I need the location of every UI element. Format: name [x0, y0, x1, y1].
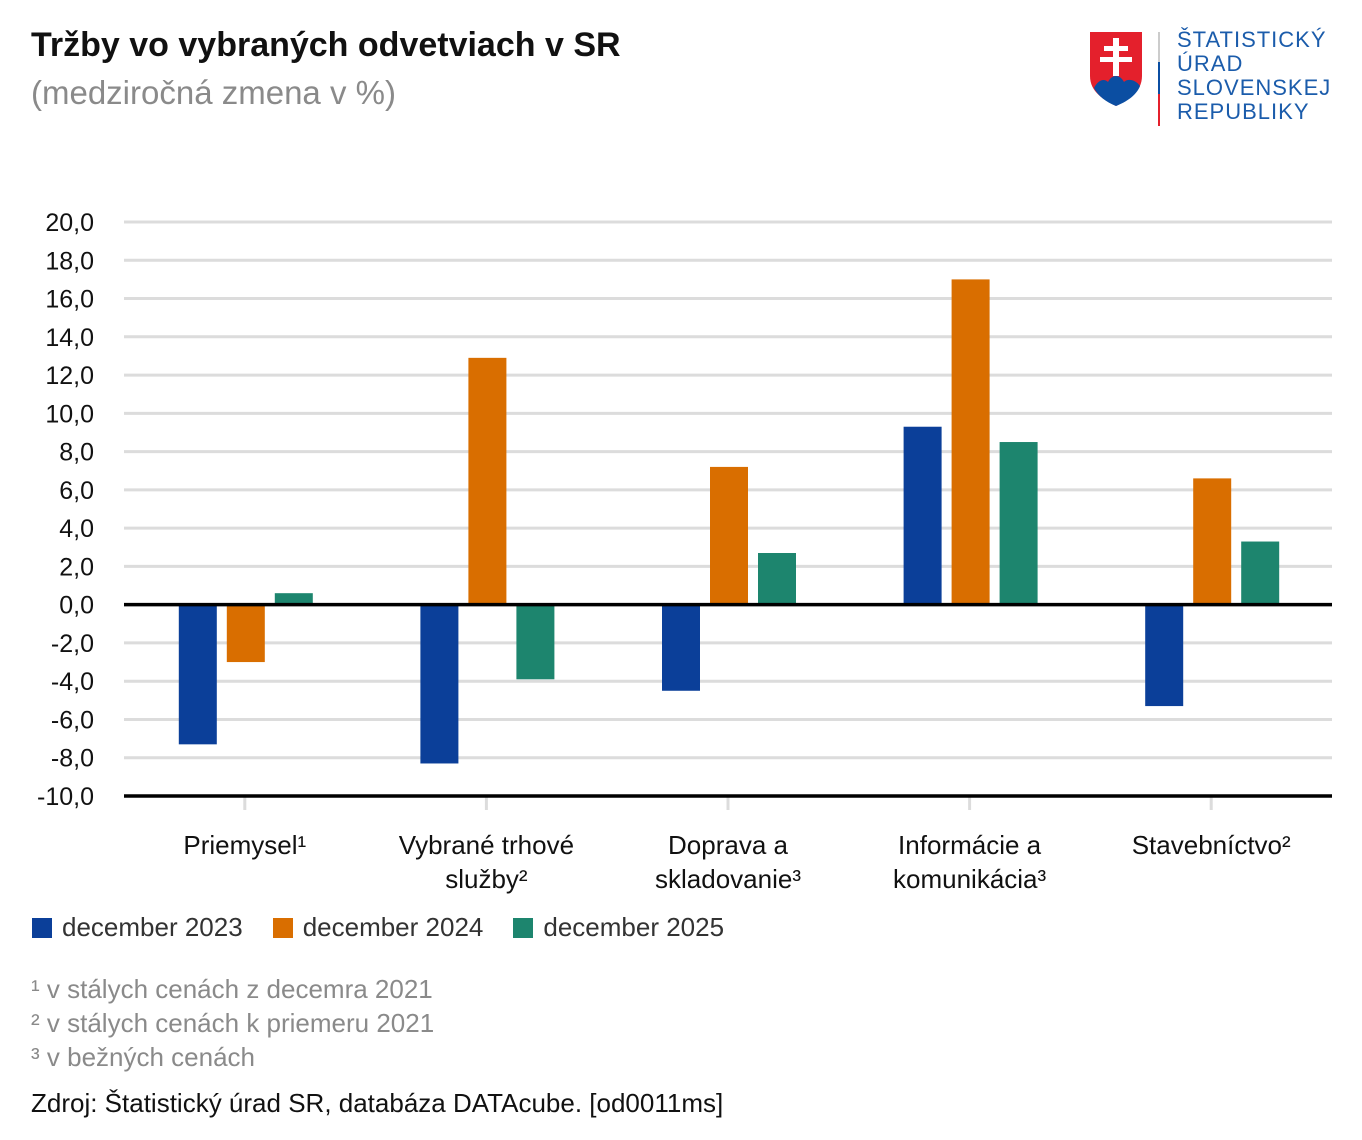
- bar-chart: 20,0 18,0 16,0 14,0 12,0 10,0 8,0 6,0 4,0 2,0 0,0 -…: [37, 209, 1332, 894]
- bar: [951, 279, 990, 605]
- legend-item: december 2024: [272, 912, 484, 943]
- y-tick-label: 18,0: [45, 247, 94, 275]
- bar: [1145, 604, 1184, 707]
- legend-label: december 2025: [543, 912, 725, 942]
- legend-swatch: [32, 917, 52, 938]
- chart-subtitle: (medziročná zmena v %): [31, 74, 396, 111]
- x-tick-label: komunikácia³: [893, 864, 1047, 894]
- legend-label: december 2023: [62, 912, 243, 942]
- y-tick-label: 10,0: [45, 400, 94, 428]
- legend-label: december 2024: [302, 912, 484, 942]
- bar: [226, 604, 265, 663]
- legend-item: december 2023: [32, 912, 243, 943]
- x-tick-label: Doprava a: [668, 830, 788, 860]
- bar: [274, 593, 313, 605]
- legend-swatch: [272, 917, 293, 938]
- bar: [516, 604, 555, 680]
- footnote: ¹ v stálych cenách z decemra 2021: [31, 974, 433, 1004]
- y-tick-label: -2,0: [51, 630, 94, 658]
- y-tick-label: 0,0: [59, 592, 94, 620]
- y-tick-label: 2,0: [59, 553, 94, 581]
- legend-item: december 2025: [513, 912, 724, 943]
- bar: [999, 442, 1038, 605]
- y-tick-label: 20,0: [45, 209, 94, 237]
- footnote: ³ v bežných cenách: [31, 1042, 256, 1072]
- footnote: ² v stálych cenách k priemeru 2021: [31, 1008, 435, 1038]
- y-tick-label: 4,0: [59, 515, 94, 543]
- footnotes: ¹ v stálych cenách z decemra 2021 ² v st…: [31, 972, 434, 1074]
- x-tick-label: Vybrané trhové: [399, 830, 574, 860]
- bar: [178, 604, 217, 745]
- bar: [662, 604, 700, 691]
- x-tick-label: služby²: [445, 864, 528, 894]
- logo-line: REPUBLIKY: [1177, 99, 1310, 124]
- logo-line: ÚRAD: [1177, 51, 1244, 76]
- logo-line: ŠTATISTICKÝ: [1177, 27, 1327, 52]
- x-tick-label: Priemysel¹: [183, 830, 306, 860]
- bar: [420, 604, 459, 764]
- bar: [1241, 541, 1280, 605]
- source-note: Zdroj: Štatistický úrad SR, databáza DAT…: [31, 1088, 724, 1118]
- bar: [468, 357, 507, 605]
- y-tick-label: 12,0: [45, 362, 94, 390]
- chart-title: Tržby vo vybraných odvetviach v SR: [31, 26, 621, 64]
- y-tick-label: 16,0: [45, 286, 94, 314]
- y-tick-label: 14,0: [45, 324, 94, 352]
- legend-swatch: [513, 917, 534, 938]
- x-tick-label: Informácie a: [898, 830, 1042, 860]
- bar: [903, 426, 942, 605]
- y-tick-label: -10,0: [37, 783, 94, 811]
- legend: december 2023 december 2024 december 2025: [32, 912, 724, 943]
- logo-text: ŠTATISTICKÝ ÚRAD SLOVENSKEJ REPUBLIKY: [1177, 28, 1331, 124]
- y-tick-label: 6,0: [59, 477, 94, 505]
- y-tick-label: 8,0: [59, 439, 94, 467]
- y-tick-label: -6,0: [51, 706, 94, 734]
- y-tick-label: -4,0: [51, 668, 94, 696]
- x-tick-label: skladovanie³: [655, 864, 801, 894]
- slovak-coat-of-arms-logo: [1090, 32, 1160, 126]
- x-tick-label: Stavebníctvo²: [1132, 830, 1291, 860]
- y-tick-label: -8,0: [51, 745, 94, 773]
- logo-line: SLOVENSKEJ: [1177, 75, 1332, 100]
- bar: [710, 466, 748, 605]
- bar: [1193, 478, 1232, 605]
- bar: [758, 553, 796, 605]
